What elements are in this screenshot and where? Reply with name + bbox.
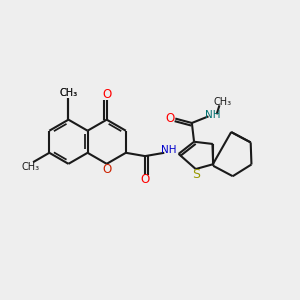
Text: O: O: [102, 163, 111, 176]
Text: CH₃: CH₃: [21, 162, 39, 172]
Text: CH₃: CH₃: [59, 88, 77, 98]
Text: O: O: [166, 112, 175, 125]
Text: O: O: [102, 88, 111, 101]
Text: NH: NH: [161, 146, 176, 155]
Text: CH₃: CH₃: [213, 97, 232, 107]
Text: S: S: [192, 168, 200, 182]
Text: CH₃: CH₃: [59, 88, 77, 98]
Text: O: O: [140, 173, 150, 186]
Text: NH: NH: [205, 110, 220, 120]
